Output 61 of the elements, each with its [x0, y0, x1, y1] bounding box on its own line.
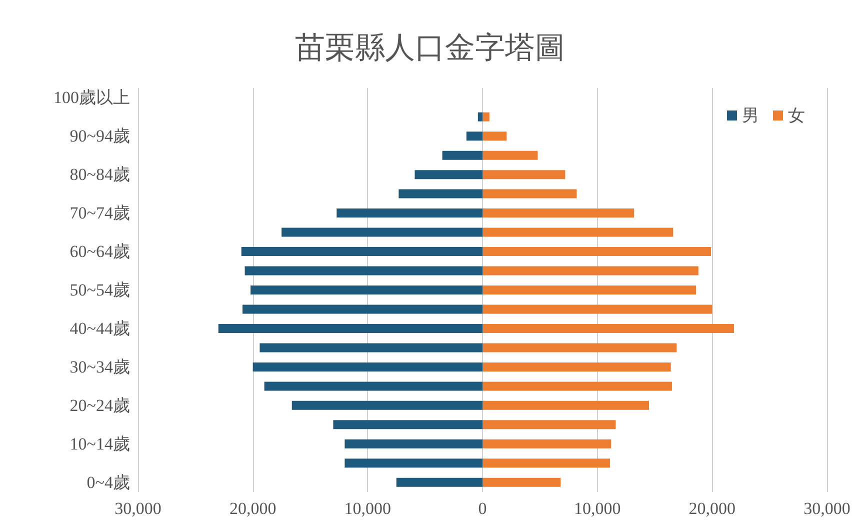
bar: [398, 189, 482, 198]
bar: [482, 228, 674, 237]
bar: [482, 170, 566, 180]
bar: [478, 112, 482, 122]
bar: [482, 362, 671, 372]
y-tick-label: 50~54歲: [70, 280, 130, 300]
bar: [482, 478, 561, 487]
legend-label: 女: [788, 106, 805, 125]
bar: [396, 478, 482, 487]
bar: [482, 189, 577, 198]
bar: [466, 132, 482, 141]
bar: [344, 439, 482, 448]
bar: [482, 150, 538, 160]
x-tick-label: 30,000: [114, 499, 162, 518]
bar: [333, 420, 482, 430]
x-tick-label: 30,000: [804, 499, 850, 518]
y-tick-label: 0~4歲: [86, 472, 130, 492]
bar: [482, 458, 610, 468]
y-tick-label: 20~24歲: [70, 396, 130, 415]
bar: [218, 324, 482, 333]
x-tick-label: 0: [478, 499, 487, 518]
y-tick-label: 10~14歲: [70, 434, 130, 454]
bar: [244, 266, 482, 276]
legend-label: 男: [742, 106, 759, 125]
y-tick-label: 80~84歲: [70, 165, 130, 184]
bar: [482, 266, 698, 276]
x-tick-label: 10,000: [574, 499, 621, 518]
bar: [482, 208, 634, 218]
bar: [482, 420, 616, 430]
bar: [482, 324, 734, 333]
bar: [482, 439, 612, 448]
bar: [482, 112, 490, 122]
bar: [292, 400, 482, 410]
bar: [260, 343, 482, 352]
y-tick-label: 30~34歲: [70, 357, 130, 376]
bar: [344, 458, 482, 468]
bar: [482, 304, 712, 314]
bar: [482, 400, 650, 410]
bar: [252, 362, 482, 372]
bar: [250, 286, 482, 294]
bar: [264, 382, 482, 391]
chart-title: 苗栗縣人口金字塔圖: [295, 32, 565, 64]
bar: [482, 286, 696, 294]
bar: [241, 247, 482, 256]
y-tick-label: 40~44歲: [70, 318, 130, 338]
bar: [482, 382, 672, 391]
bar: [482, 247, 712, 256]
y-tick-label: 70~74歲: [70, 204, 130, 223]
bar: [482, 343, 677, 352]
x-tick-label: 20,000: [688, 499, 736, 518]
bar: [414, 170, 482, 180]
y-tick-label: 90~94歲: [70, 126, 130, 146]
bar: [442, 150, 482, 160]
y-tick-label: 60~64歲: [70, 242, 130, 262]
x-tick-label: 10,000: [344, 499, 392, 518]
bar: [482, 132, 507, 141]
y-tick-label: 100歲以上: [54, 88, 130, 108]
bar: [336, 208, 482, 218]
bar: [242, 304, 482, 314]
x-tick-label: 20,000: [229, 499, 276, 518]
bar: [282, 228, 482, 237]
